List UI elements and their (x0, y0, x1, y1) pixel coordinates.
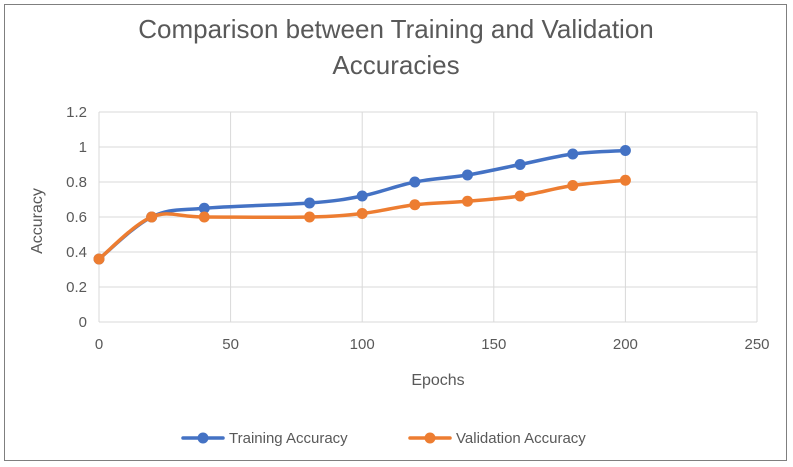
legend-marker (424, 432, 436, 444)
series-validation-accuracy (93, 174, 631, 265)
y-tick-label: 0.4 (66, 244, 87, 261)
y-axis-title: Accuracy (29, 188, 46, 254)
series-line (97, 178, 628, 261)
data-point (198, 202, 210, 214)
legend-item: Training Accuracy (181, 430, 348, 447)
data-point (514, 159, 526, 170)
x-tick-label: 200 (613, 336, 638, 353)
x-tick-label: 50 (222, 336, 239, 353)
legend-item: Validation Accuracy (408, 430, 586, 447)
legend-label: Training Accuracy (229, 430, 348, 447)
data-point (619, 174, 631, 186)
data-point (409, 176, 421, 188)
x-tick-label: 250 (744, 336, 769, 353)
chart-frame: 0 0.2 0.4 0.6 0.8 1 1.2 0 50 100 150 200 250 Compari… (4, 4, 787, 461)
data-point (304, 197, 316, 209)
data-point (567, 148, 579, 160)
y-tick-label: 0 (79, 314, 87, 331)
data-point (356, 190, 368, 202)
legend: Training Accuracy Validation Accuracy (181, 430, 586, 447)
series-layer (93, 145, 631, 265)
chart-svg: 0 0.2 0.4 0.6 0.8 1 1.2 0 50 100 150 200 250 Compari… (29, 14, 770, 447)
y-tick-label: 1.2 (66, 104, 87, 121)
data-point (567, 180, 579, 191)
series-training-accuracy (93, 145, 631, 265)
data-point (304, 211, 316, 223)
chart-title-line-1: Comparison between Training and Validati… (138, 14, 654, 44)
legend-marker (197, 432, 209, 444)
data-point (93, 253, 105, 265)
x-tick-label: 150 (481, 336, 506, 353)
x-axis-title: Epochs (411, 372, 464, 389)
series-line (97, 148, 628, 261)
data-point (619, 145, 631, 156)
data-point (461, 195, 473, 207)
chart-title-line-2: Accuracies (332, 50, 459, 80)
data-point (409, 199, 421, 211)
data-point (356, 208, 368, 219)
y-tick-label: 0.8 (66, 174, 87, 191)
axis-labels: 0 0.2 0.4 0.6 0.8 1 1.2 0 50 100 150 200 250 (66, 104, 769, 353)
y-tick-label: 0.2 (66, 279, 87, 296)
data-point (461, 169, 473, 181)
y-tick-label: 0.6 (66, 209, 87, 226)
x-tick-label: 0 (95, 336, 103, 353)
data-point (146, 211, 158, 223)
x-tick-label: 100 (350, 336, 375, 353)
data-point (198, 211, 210, 223)
data-point (514, 190, 526, 202)
y-tick-label: 1 (79, 139, 87, 156)
legend-label: Validation Accuracy (456, 430, 586, 447)
